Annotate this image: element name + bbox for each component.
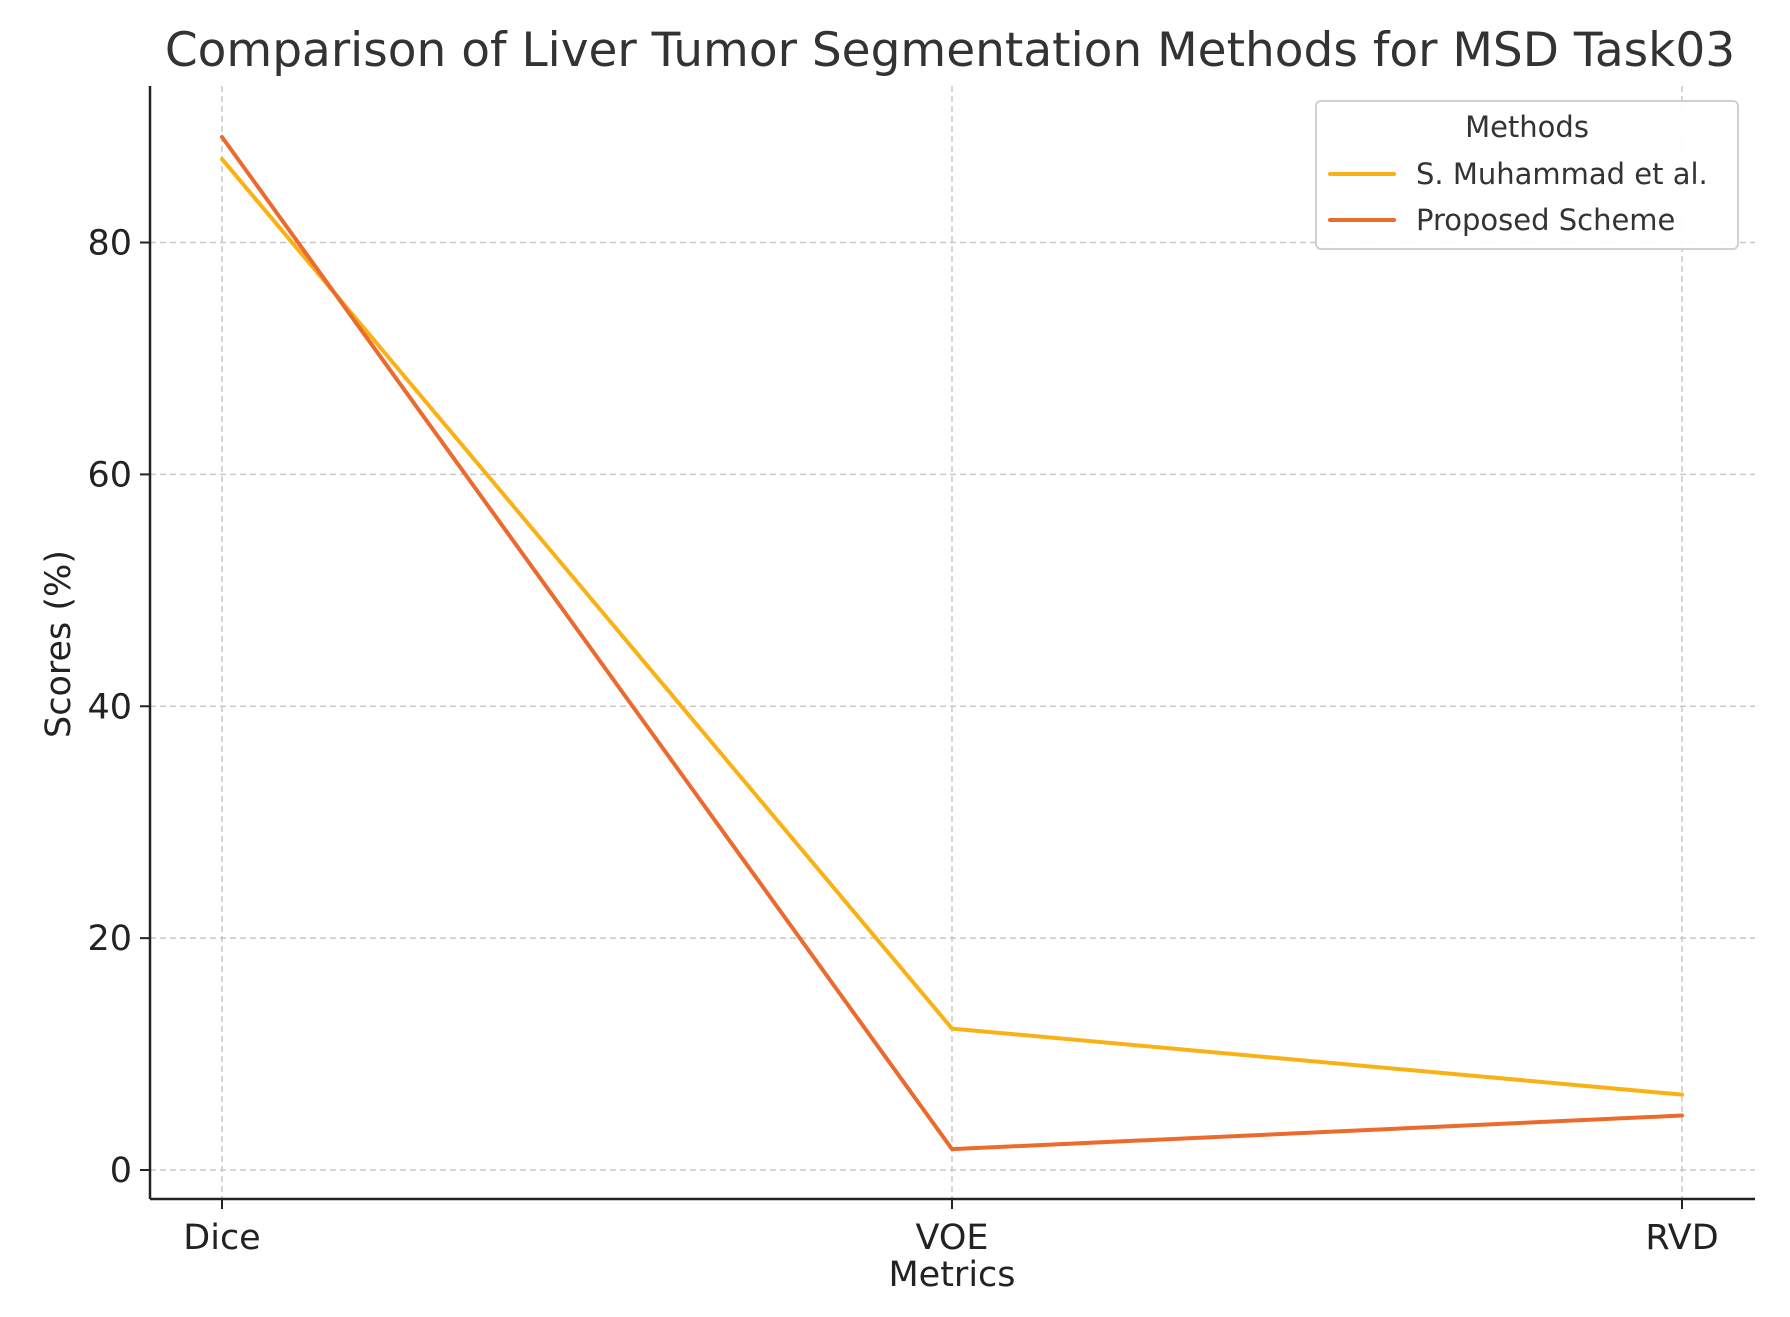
y-tick-label: 0: [110, 1151, 132, 1191]
chart-title: Comparison of Liver Tumor Segmentation M…: [165, 23, 1735, 78]
x-tick-label-rvd: RVD: [1645, 1218, 1718, 1258]
legend-box: [1315, 100, 1739, 250]
y-tick-label: 40: [87, 687, 132, 727]
series-layer: [220, 135, 1684, 1152]
legend-label-s-muhammad-et-al: S. Muhammad et al.: [1416, 157, 1708, 191]
legend-title: Methods: [1465, 110, 1589, 144]
legend-items: S. Muhammad et al. Proposed Scheme: [1328, 157, 1708, 237]
y-tick-label: 80: [87, 224, 132, 264]
y-tick-label: 20: [87, 919, 132, 959]
x-tick-label-dice: Dice: [183, 1218, 260, 1258]
y-tick-label: 60: [87, 455, 132, 495]
series-line-s-muhammad-et-al: [220, 157, 1684, 1097]
grid-layer: [150, 86, 1755, 1199]
x-axis-label: Metrics: [888, 1255, 1015, 1295]
legend: Methods S. Muhammad et al. Proposed Schem…: [1315, 100, 1739, 250]
x-tick-label-voe: VOE: [916, 1218, 989, 1258]
legend-label-proposed-scheme: Proposed Scheme: [1416, 203, 1675, 237]
series-line-proposed-scheme: [220, 135, 1684, 1152]
ticks-layer: 0 20 40 60 80 Dice VOE RVD: [87, 224, 1718, 1258]
axes-layer: [148, 86, 1755, 1201]
y-axis-label: Scores (%): [39, 550, 79, 738]
